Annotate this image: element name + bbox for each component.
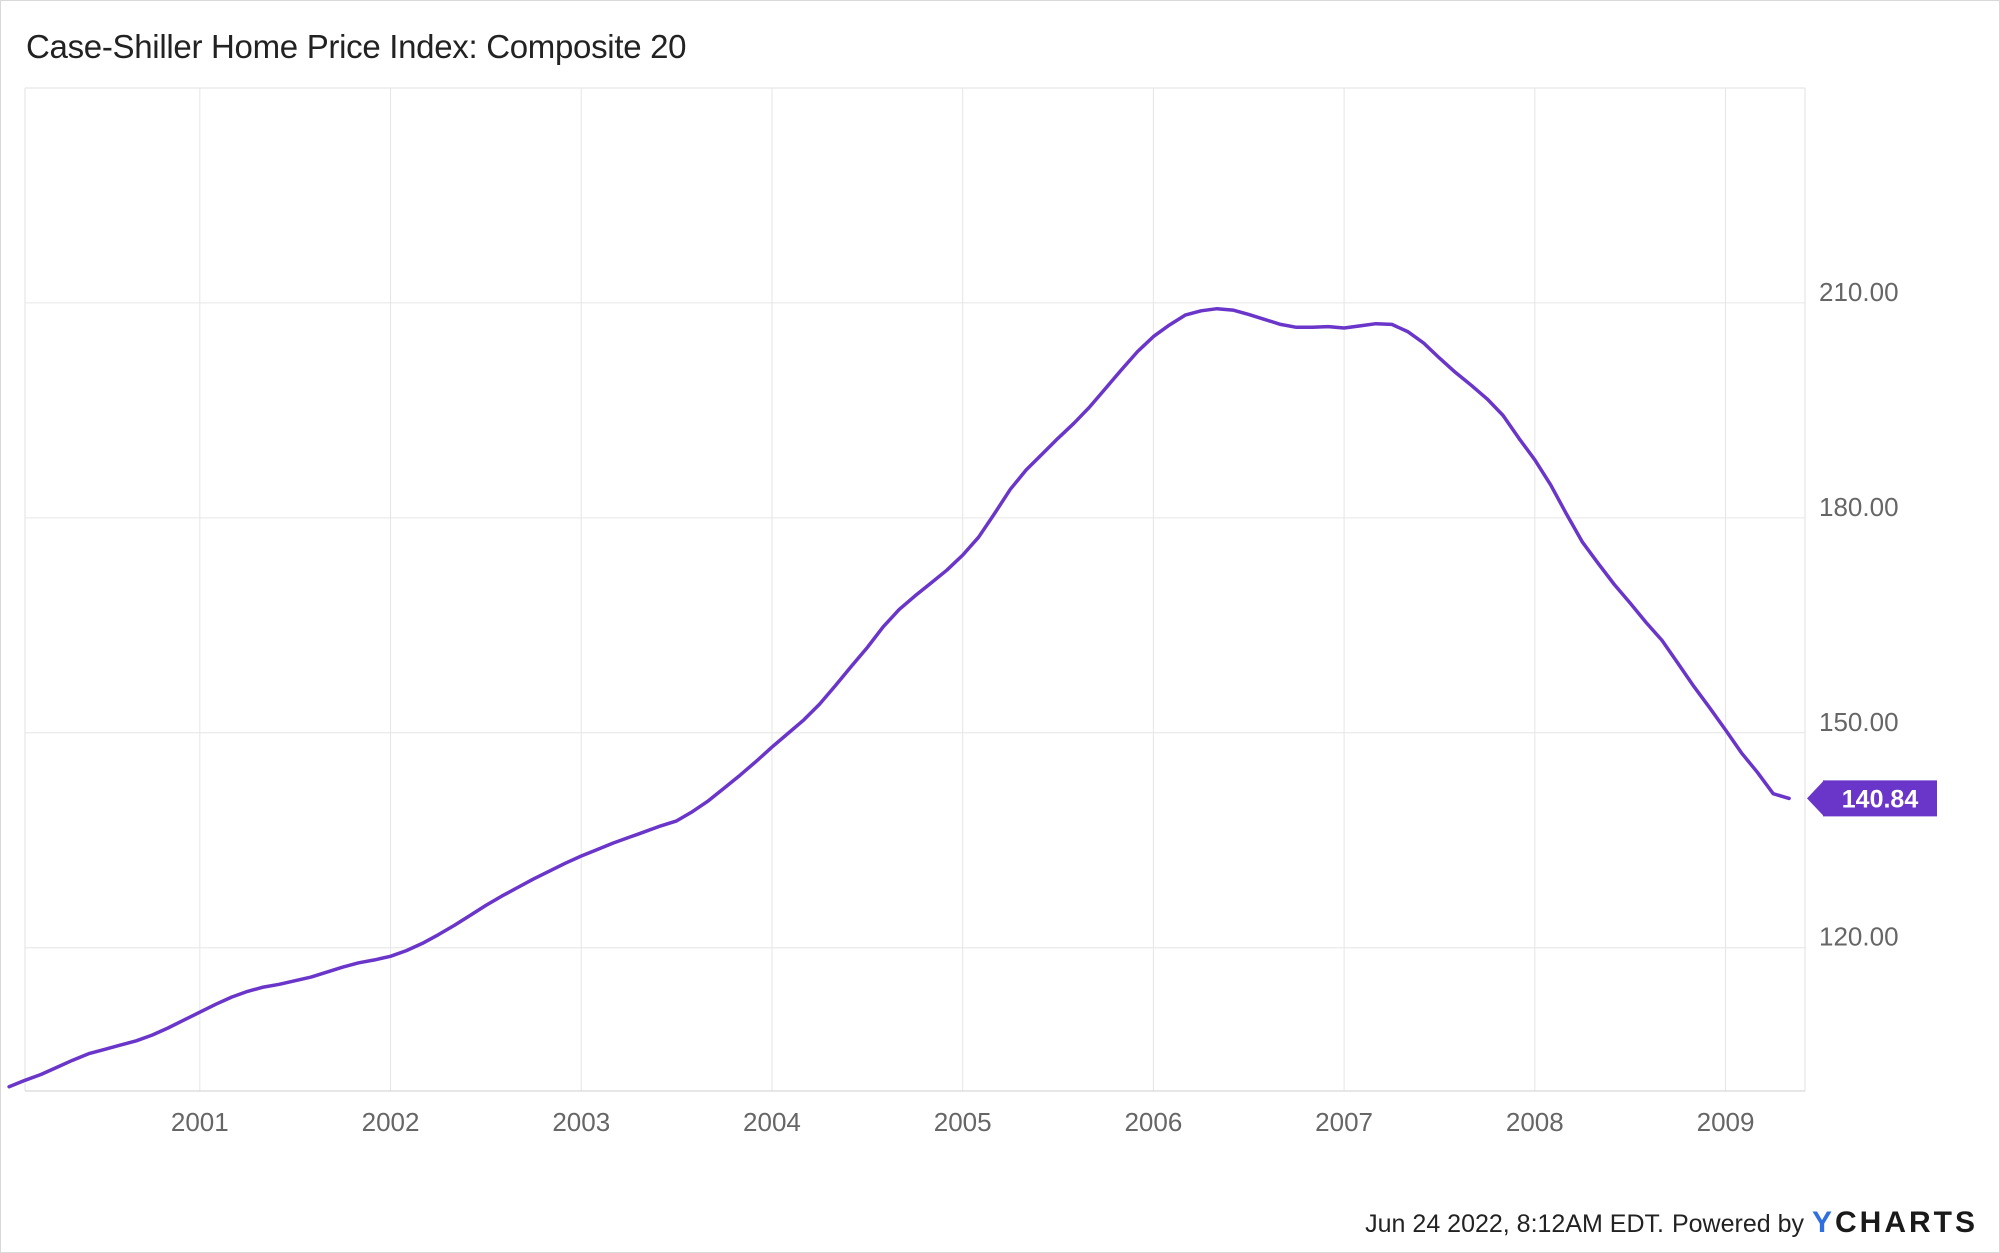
x-tick-label-2006: 2006	[1124, 1107, 1182, 1137]
footer-timestamp: Jun 24 2022, 8:12AM EDT.	[1365, 1210, 1664, 1238]
grid-lines	[25, 88, 1805, 1091]
ycharts-logo-text: CHARTS	[1835, 1206, 1978, 1239]
y-tick-label-150.00: 150.00	[1819, 707, 1899, 737]
x-tick-label-2001: 2001	[171, 1107, 229, 1137]
ycharts-logo[interactable]: YCHARTS	[1812, 1206, 1978, 1240]
x-tick-label-2008: 2008	[1506, 1107, 1564, 1137]
x-tick-label-2004: 2004	[743, 1107, 801, 1137]
footer-credit: Jun 24 2022, 8:12AM EDT. Powered by YCHA…	[1365, 1206, 1978, 1240]
last-value-badge: 140.84	[1807, 780, 1937, 817]
x-tick-label-2007: 2007	[1315, 1107, 1373, 1137]
x-axis-tick-labels: 2001 2002 2003 2004 2005 2006 2007 2008 2009	[171, 1107, 1755, 1137]
footer-powered-by: Powered by	[1671, 1210, 1804, 1238]
ycharts-logo-y: Y	[1811, 1206, 1835, 1239]
y-tick-label-180.00: 180.00	[1819, 492, 1899, 522]
y-tick-label-210.00: 210.00	[1819, 277, 1899, 307]
chart-title: Case-Shiller Home Price Index: Composite…	[26, 28, 687, 65]
y-axis-tick-labels: 120.00 150.00 180.00 210.00	[1819, 277, 1899, 952]
last-value-badge-label: 140.84	[1842, 785, 1919, 813]
last-value-badge-shape	[1807, 780, 1937, 817]
x-tick-label-2003: 2003	[552, 1107, 610, 1137]
y-tick-label-120.00: 120.00	[1819, 922, 1899, 952]
axes	[24, 87, 1806, 1092]
series-line[interactable]	[7, 306, 1791, 1089]
x-tick-label-2009: 2009	[1697, 1107, 1755, 1137]
series[interactable]	[7, 306, 1791, 1089]
x-tick-label-2002: 2002	[362, 1107, 420, 1137]
x-tick-label-2005: 2005	[934, 1107, 992, 1137]
